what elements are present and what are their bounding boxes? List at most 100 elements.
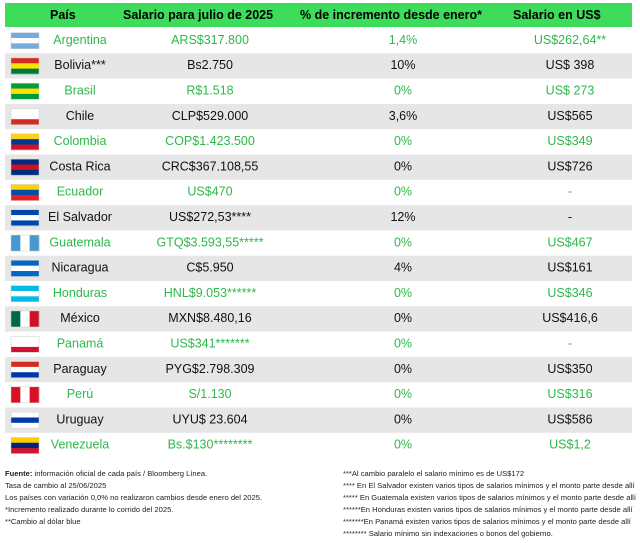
row-bg: [5, 154, 632, 180]
row-bg: [5, 356, 632, 383]
flag-stripe: [11, 437, 39, 444]
flag: [10, 158, 40, 176]
flag-border: [10, 361, 40, 378]
flag-stripe: [11, 43, 39, 49]
flag-border: [10, 184, 40, 201]
cell: GTQ$3.593,55*****: [156, 235, 263, 249]
row-bg: [5, 53, 632, 79]
header-cell: País: [50, 8, 76, 22]
header-cell: % de incremento desde enero*: [300, 8, 482, 22]
flag-stripe: [11, 164, 39, 171]
cell: MXN$8.480,16: [168, 311, 251, 325]
flag-stripe: [11, 37, 39, 44]
cell: Honduras: [53, 286, 107, 300]
flag: [10, 437, 40, 454]
cell: US$316: [547, 387, 592, 401]
flag-stripe: [11, 285, 39, 292]
flag-stripe: [11, 189, 39, 196]
flag-stripe: [11, 366, 39, 373]
cell: 0%: [394, 412, 412, 426]
cell: El Salvador: [48, 210, 112, 224]
flag-stripe: [11, 386, 21, 403]
cell: 0%: [394, 159, 412, 173]
cell: US$272,53****: [169, 210, 251, 224]
flag-stripe: [20, 386, 30, 403]
flag: [10, 310, 40, 328]
cell: US$1,2: [549, 438, 591, 452]
cell: 4%: [394, 261, 412, 275]
cell: 0%: [394, 337, 412, 351]
cell: 0%: [394, 311, 412, 325]
cell: US$341*******: [170, 337, 249, 351]
flag-stripe: [11, 93, 39, 100]
flag-stripe: [11, 133, 39, 140]
cell: Panamá: [57, 337, 104, 351]
cell: Bs2.750: [187, 58, 233, 72]
header-cell: Salario en US$: [513, 8, 601, 22]
flag-stripe: [11, 139, 39, 145]
row-bg: [5, 205, 632, 231]
flag-stripe: [11, 68, 39, 75]
cell: 0%: [394, 362, 412, 376]
cell: US$ 273: [546, 84, 595, 98]
flag-stripe: [11, 57, 39, 64]
flag-stripe: [11, 32, 39, 39]
cell: Chile: [66, 109, 95, 123]
flag: [10, 32, 40, 49]
cell: Guatemala: [49, 235, 110, 249]
cell: US$262,64**: [534, 33, 606, 47]
cell: Venezuela: [51, 438, 109, 452]
cell: Argentina: [53, 33, 107, 47]
cell: 12%: [390, 210, 415, 224]
flag: [10, 184, 40, 201]
flag: [10, 83, 40, 100]
cell: 10%: [390, 58, 415, 72]
cell: PYG$2.798.309: [166, 362, 255, 376]
cell: US$349: [547, 134, 592, 148]
footnote: *Incremento realizado durante lo corrido…: [5, 505, 173, 514]
cell: Uruguay: [56, 412, 104, 426]
flag: [10, 411, 40, 429]
footnote: **** En El Salvador existen varios tipos…: [343, 481, 636, 490]
cell: Bolivia***: [54, 58, 106, 72]
footnote: ******** Salario mínimo sin indexaciones…: [343, 529, 553, 538]
flag-stripe: [11, 63, 39, 69]
flag-border: [10, 108, 40, 125]
flag-stripe: [11, 215, 39, 221]
flag-stripe: [29, 235, 40, 252]
footnote: Los países con variación 0,0% no realiza…: [5, 493, 262, 502]
flag-stripe: [11, 88, 39, 95]
flag-stripe: [11, 209, 39, 216]
cell: UYU$ 23.604: [172, 412, 247, 426]
flag-stripe: [11, 310, 21, 327]
cell: US$565: [547, 109, 592, 123]
flag-stripe: [20, 235, 30, 252]
cell: Ecuador: [57, 185, 104, 199]
header-cell: Salario para julio de 2025: [123, 8, 273, 22]
footnote: Fuente: información oficial de cada país…: [5, 469, 207, 478]
row-bg: [5, 255, 632, 281]
cell: US$467: [547, 235, 592, 249]
flag-border: [10, 260, 40, 277]
flag-stripe: [11, 296, 39, 302]
footnote: *******En Panamá existen varios tipos de…: [343, 517, 632, 526]
flag-stripe: [11, 169, 39, 176]
cell: 0%: [394, 286, 412, 300]
flag-stripe: [11, 260, 39, 266]
cell: US$346: [547, 286, 592, 300]
cell: CRC$367.108,55: [162, 159, 259, 173]
cell: Bs.$130********: [168, 438, 253, 452]
flag: [10, 209, 40, 227]
cell: US$586: [547, 412, 592, 426]
row-bg: [5, 407, 632, 433]
flag-border: [10, 83, 40, 100]
flag-stripe: [11, 442, 39, 449]
flag-stripe: [11, 144, 39, 151]
cell: México: [60, 311, 100, 325]
flag-stripe: [11, 412, 39, 418]
cell: C$5.950: [186, 261, 233, 275]
cell: -: [568, 337, 572, 351]
flag-stripe: [11, 235, 21, 252]
flag-border: [10, 32, 40, 49]
cell: US$726: [547, 159, 592, 173]
